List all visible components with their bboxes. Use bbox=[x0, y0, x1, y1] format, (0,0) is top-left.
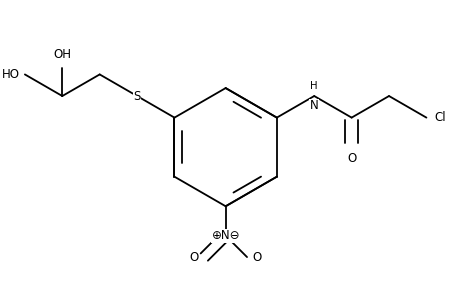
Text: O: O bbox=[346, 152, 355, 166]
Text: ⊕N⊖: ⊕N⊖ bbox=[211, 229, 240, 242]
Text: OH: OH bbox=[53, 48, 71, 61]
Text: H: H bbox=[310, 82, 317, 92]
Text: Cl: Cl bbox=[433, 111, 445, 124]
Text: N: N bbox=[309, 99, 318, 112]
Text: O: O bbox=[189, 250, 198, 264]
Text: O: O bbox=[252, 250, 261, 264]
Text: S: S bbox=[133, 89, 140, 103]
Text: HO: HO bbox=[2, 68, 20, 81]
